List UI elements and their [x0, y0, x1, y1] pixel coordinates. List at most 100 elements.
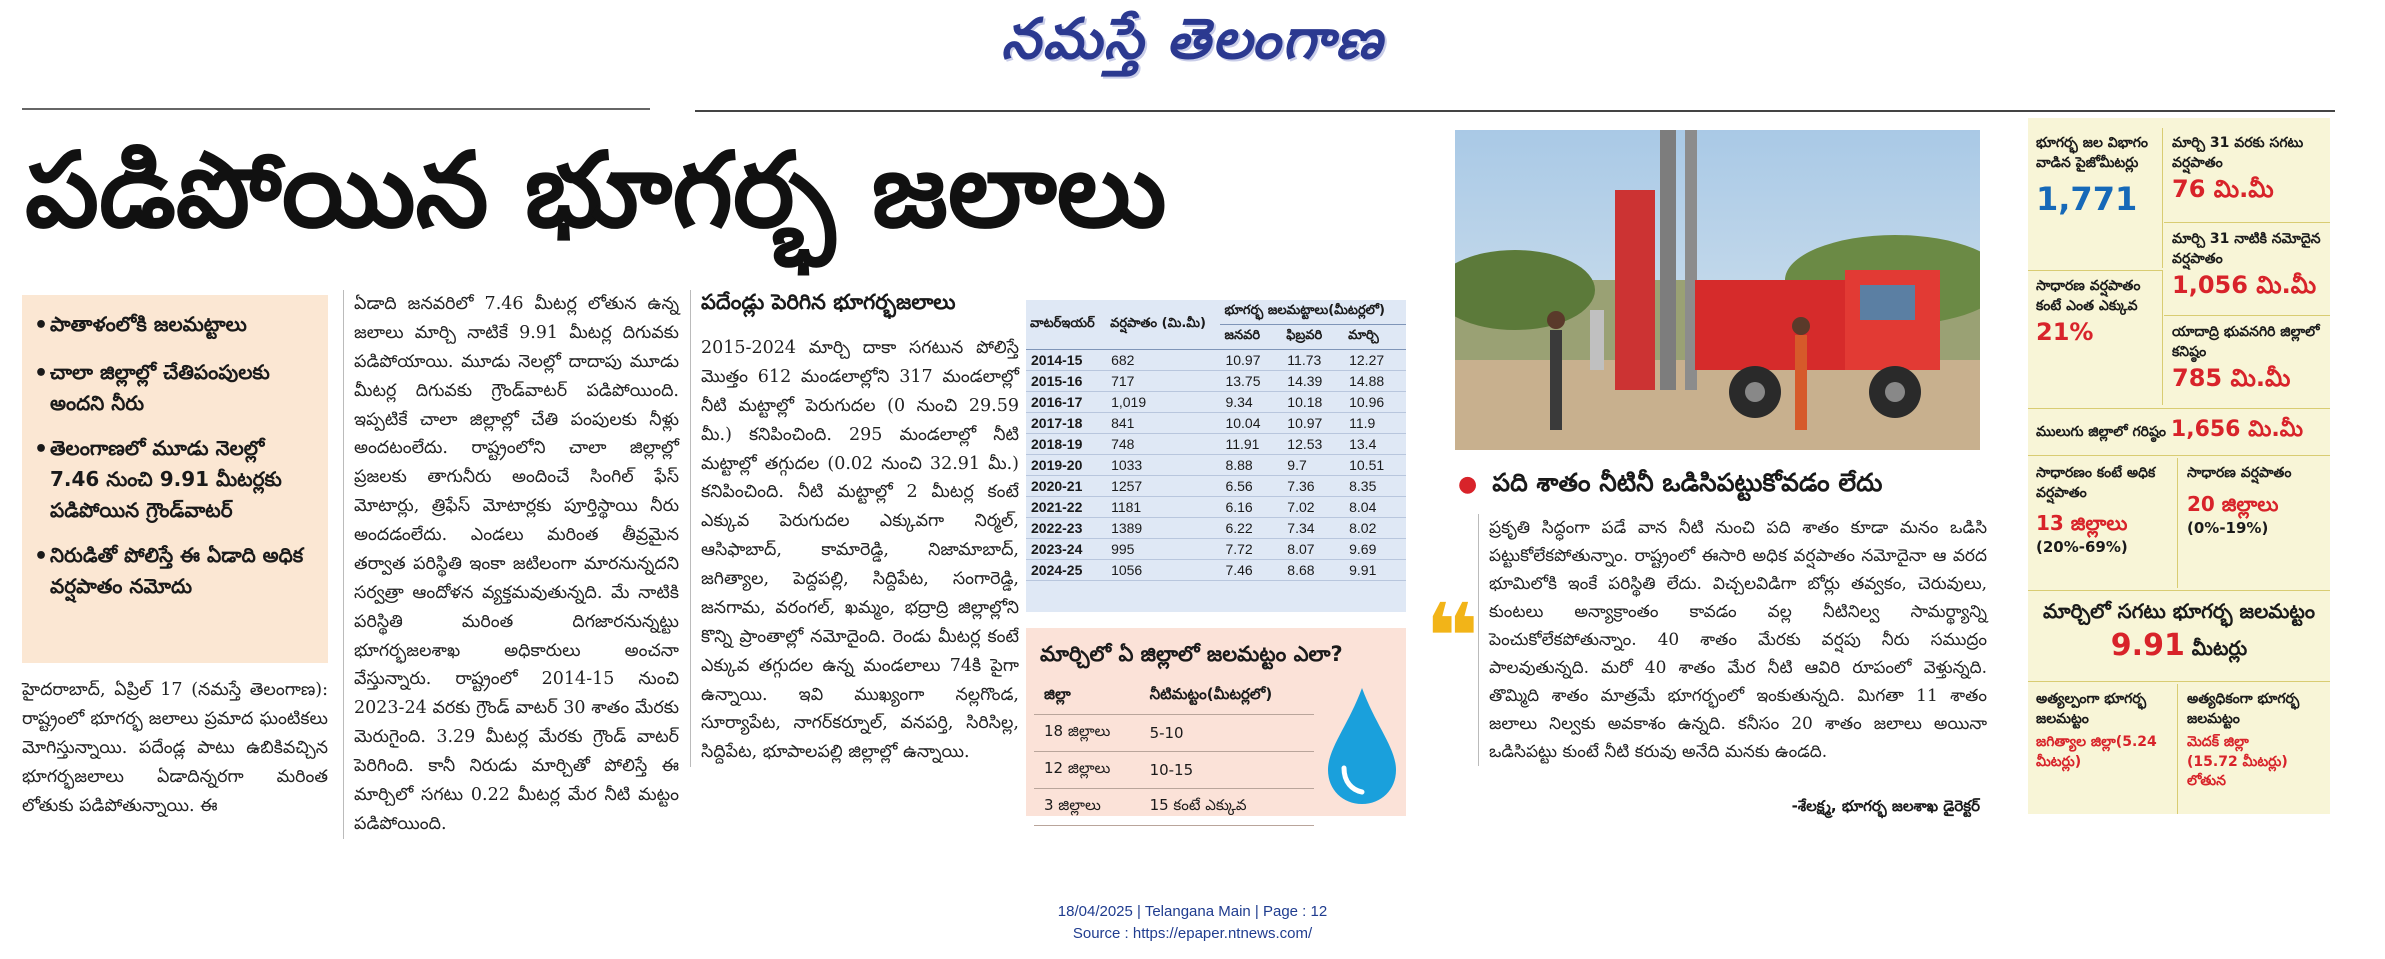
year-cell: 2014-15 [1026, 349, 1107, 371]
value-cell: 10.18 [1282, 391, 1345, 413]
value-cell: 12.53 [1282, 433, 1345, 455]
value-cell: 6.56 [1220, 475, 1283, 497]
top-rule-left [22, 108, 650, 110]
value-cell: 11.73 [1282, 349, 1345, 371]
value-cell: 9.69 [1344, 538, 1406, 560]
value-cell: 13.75 [1220, 370, 1283, 392]
value-cell: 8.88 [1220, 454, 1283, 476]
value-cell: 7.34 [1282, 517, 1345, 539]
water-drop-icon [1328, 688, 1396, 804]
value-cell: 8.02 [1344, 517, 1406, 539]
drilling-rig-photo [1455, 130, 1980, 450]
quote-text: ప్రకృతి సిద్ధంగా పడే వాన నీటి నుంచి పది … [1478, 514, 1987, 767]
year-cell: 2023-24 [1026, 538, 1107, 560]
table-row: 3 జిల్లాలు 15 కంటే ఎక్కువ [1034, 788, 1314, 826]
article-column-2: ఏడాది జనవరిలో 7.46 మీటర్ల లోతున ఉన్న జలా… [343, 290, 679, 839]
value-cell: 9.34 [1220, 391, 1283, 413]
quote-mark-icon: ❝ [1425, 584, 1479, 691]
top-rule-right [695, 110, 2335, 112]
table-header: జిల్లా [1034, 678, 1140, 715]
value-cell: 11.91 [1220, 433, 1283, 455]
table-header: వాటర్‌ఇయర్ [1026, 300, 1107, 350]
value-cell: 1033 [1106, 454, 1221, 476]
value-cell: 10.97 [1220, 349, 1283, 371]
stat-lowest-level: అత్యల్పంగా భూగర్భ జలమట్టం జగిత్యాల జిల్ల… [2028, 684, 2178, 814]
value-cell: 1257 [1106, 475, 1221, 497]
value-cell: 13.4 [1344, 433, 1406, 455]
value-cell: 12.27 [1344, 349, 1406, 371]
year-cell: 2015-16 [1026, 370, 1107, 392]
highlight-item: • నిరుడితో పోలిస్తే ఈ ఏడాది అధిక వర్షపాతం… [34, 543, 304, 599]
value-cell: 1389 [1106, 517, 1221, 539]
district-water-level-box: మార్చిలో ఏ జిల్లాలో జలమట్టం ఎలా? జిల్లా … [1026, 628, 1406, 826]
box-title: మార్చిలో ఏ జిల్లాలో జలమట్టం ఎలా? [1040, 642, 1343, 666]
table-row: 2019-20 1033 8.88 9.7 10.51 [1026, 454, 1406, 476]
table-header: భూగర్భ జలమట్టాలు(మీటర్లలో) [1220, 300, 1406, 325]
value-cell: 8.35 [1344, 475, 1406, 497]
table-row: 2023-24 995 7.72 8.07 9.69 [1026, 538, 1406, 560]
stat-excess-districts: సాధారణం కంటే అధిక వర్షపాతం 13 జిల్లాలు (… [2028, 458, 2178, 588]
table-row: 2020-21 1257 6.56 7.36 8.35 [1026, 475, 1406, 497]
stat-maximum: ములుగు జిల్లాలో గరిష్ఠం 1,656 మి.మీ [2028, 408, 2330, 456]
year-cell: 2022-23 [1026, 517, 1107, 539]
value-cell: 841 [1106, 412, 1221, 434]
article-column-1: హైదరాబాద్, ఏప్రిల్ 17 (నమస్తే తెలంగాణ): … [22, 680, 328, 816]
masthead-logo: నమస్తే తెలంగాణ [1001, 6, 1384, 72]
stat-minimum: యాదాద్రి భువనగిరి జిల్లాలో కనిష్ఠం 785 మ… [2172, 324, 2320, 393]
stat-recorded-rainfall: మార్చి 31 నాటికి నమోదైన వర్షపాతం 1,056 మ… [2164, 224, 2330, 316]
table-subheader: మార్చి [1344, 324, 1406, 350]
year-cell: 2020-21 [1026, 475, 1107, 497]
highlight-item: • పాతాళంలోకి జలమట్టాలు [34, 312, 247, 338]
stat-normal-districts: సాధారణ వర్షపాతం 20 జిల్లాలు (0%-19%) [2187, 465, 2292, 537]
highlight-item: • తెలంగాణలో మూడు నెలల్లో 7.46 నుంచి 9.91 … [34, 436, 282, 523]
table-row: 18 జిల్లాలు 5-10 [1034, 714, 1314, 752]
value-cell: 7.36 [1282, 475, 1345, 497]
table-row: 12 జిల్లాలు 10-15 [1034, 751, 1314, 789]
value-cell: 11.9 [1344, 412, 1406, 434]
stat-avg-groundwater: మార్చిలో సగటు భూగర్భ జలమట్టం 9.91 మీటర్ల… [2028, 590, 2330, 682]
stats-sidebar: భూగర్భ జల విభాగం వాడిన పైజోమీటర్లు 1,771… [2028, 118, 2330, 814]
value-cell: 7.02 [1282, 496, 1345, 518]
stat-avg-rainfall: మార్చి 31 వరకు సగటు వర్షపాతం 76 మి.మీ [2164, 128, 2330, 223]
year-cell: 2021-22 [1026, 496, 1107, 518]
article-column-3-text: 2015-2024 మార్చి దాకా సగటున పోలిస్తే మొత… [701, 338, 1019, 763]
value-cell: 14.39 [1282, 370, 1345, 392]
value-cell: 1,019 [1106, 391, 1221, 413]
value-cell: 748 [1106, 433, 1221, 455]
stat-above-normal: సాధారణ వర్షపాతం కంటే ఎంత ఎక్కువ 21% [2028, 270, 2163, 405]
table-row: 2017-18 841 10.04 10.97 11.9 [1026, 412, 1406, 434]
footer-dateline: 18/04/2025 | Telangana Main | Page : 12 [1057, 903, 1328, 920]
value-cell: 8.07 [1282, 538, 1345, 560]
year-cell: 2017-18 [1026, 412, 1107, 434]
stat-piezometers: భూగర్భ జల విభాగం వాడిన పైజోమీటర్లు 1,771 [2028, 128, 2163, 268]
year-cell: 2024-25 [1026, 559, 1107, 581]
value-cell: 7.46 [1220, 559, 1283, 581]
value-cell: 995 [1106, 538, 1221, 560]
value-cell: 682 [1106, 349, 1221, 371]
value-cell: 10.97 [1282, 412, 1345, 434]
table-header: నీటిమట్టం(మీటర్లలో) [1139, 678, 1314, 715]
value-cell: 1181 [1106, 496, 1221, 518]
stat-highest-level: అత్యధికంగా భూగర్భ జలమట్టం మెదక్ జిల్లా (… [2187, 691, 2300, 790]
quote-heading: ● పది శాతం నీటినీ ఒడిసిపట్టుకోవడం లేదు [1458, 468, 1883, 497]
highlight-item: • చాలా జిల్లాల్లో చేతిపంపులకు అందని నీరు [34, 360, 270, 416]
table-header: వర్షపాతం (మి.మీ) [1106, 300, 1221, 350]
table-subheader: ఫిబ్రవరి [1282, 324, 1345, 350]
headline: పడిపోయిన భూగర్భ జలాలు [25, 129, 1167, 251]
red-dot-icon: ● [1458, 472, 1478, 497]
table-row: 2018-19 748 11.91 12.53 13.4 [1026, 433, 1406, 455]
table-row: 2014-15 682 10.97 11.73 12.27 [1026, 349, 1406, 371]
year-cell: 2018-19 [1026, 433, 1107, 455]
quote-attribution: -శేలక్ష్మ, భూగర్భ జలశాఖ డైరెక్టర్ [1791, 797, 1980, 815]
footer-source-link[interactable]: Source : https://epaper.ntnews.com/ [1072, 925, 1313, 942]
value-cell: 8.04 [1344, 496, 1406, 518]
value-cell: 9.7 [1282, 454, 1345, 476]
article-column-3: పదేండ్లు పెరిగిన భూగర్భజలాలు 2015-2024 మ… [690, 290, 1019, 768]
value-cell: 1056 [1106, 559, 1221, 581]
table-subheader: జనవరి [1220, 324, 1283, 350]
table-row: 2021-22 1181 6.16 7.02 8.04 [1026, 496, 1406, 518]
value-cell: 8.68 [1282, 559, 1345, 581]
year-cell: 2016-17 [1026, 391, 1107, 413]
highlights-box: • పాతాళంలోకి జలమట్టాలు • చాలా జిల్లాల్లో చ… [22, 295, 328, 663]
value-cell: 14.88 [1344, 370, 1406, 392]
